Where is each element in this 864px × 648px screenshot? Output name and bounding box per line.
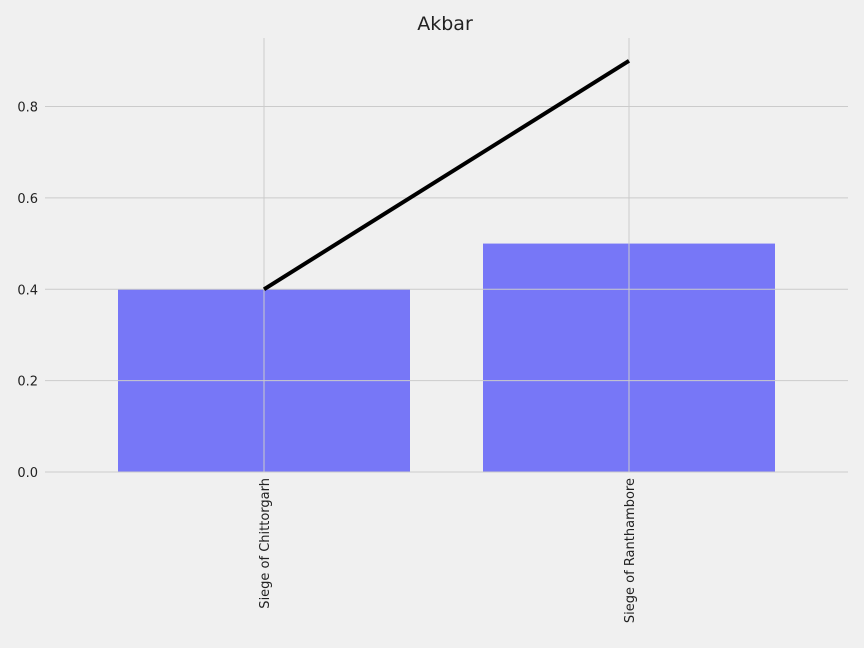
line-series: [262, 59, 631, 291]
x-axis: Siege of Chittorgarh Siege of Ranthambore: [258, 478, 638, 623]
x-tick-label: Siege of Ranthambore: [623, 478, 638, 623]
y-tick-label: 0.8: [17, 101, 38, 116]
chart-title: Akbar: [417, 13, 473, 35]
y-tick-label: 0.2: [17, 375, 38, 390]
y-tick-label: 0.0: [17, 466, 38, 481]
x-tick-label: Siege of Chittorgarh: [258, 478, 273, 609]
bars: [118, 243, 775, 472]
y-axis: 0.0 0.2 0.4 0.6 0.8: [17, 101, 38, 481]
y-tick-label: 0.6: [17, 192, 38, 207]
grid: [45, 38, 848, 473]
line-series-path: [262, 59, 631, 291]
y-tick-label: 0.4: [17, 283, 38, 298]
